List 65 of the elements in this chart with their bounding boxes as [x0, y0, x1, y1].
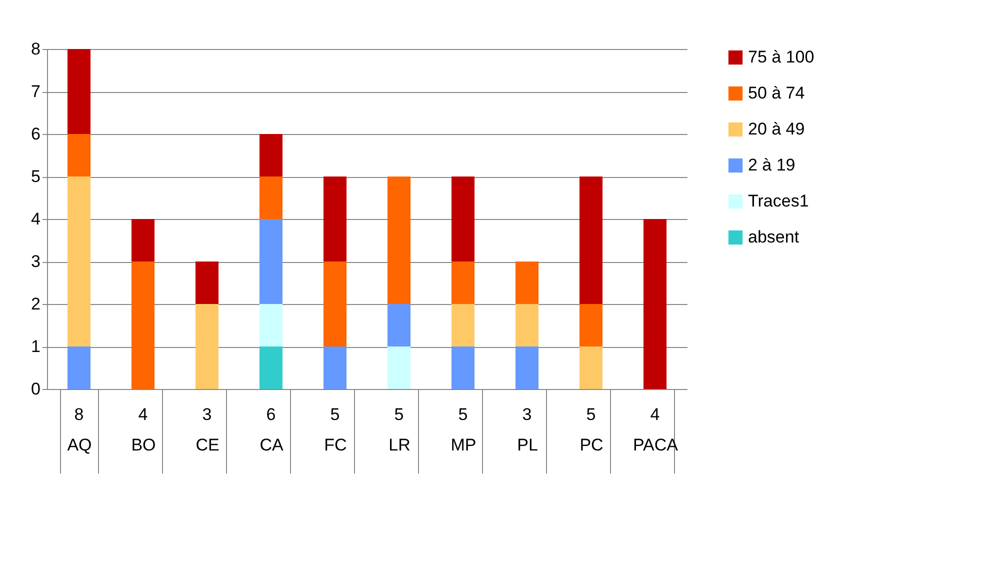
bar — [323, 262, 347, 346]
bar — [323, 176, 347, 262]
x-tick-label: PACA — [632, 436, 679, 454]
bar — [451, 304, 475, 346]
total-label: 8 — [74, 405, 84, 424]
total-label: 5 — [394, 405, 404, 424]
x-tick-label: PC — [580, 436, 604, 454]
bar — [515, 346, 539, 389]
bar — [515, 262, 539, 304]
bar — [451, 346, 475, 389]
bar — [259, 219, 283, 304]
x-tick-label: MP — [450, 436, 476, 454]
legend-label: 2 à 19 — [748, 156, 796, 174]
legend-label: 75 à 100 — [748, 48, 814, 66]
bar — [67, 134, 91, 176]
total-label: 3 — [202, 405, 212, 424]
total-label: 5 — [586, 405, 596, 424]
x-tick-label: CA — [260, 436, 284, 454]
x-tick-label: CE — [196, 436, 220, 454]
x-tick-label: PL — [517, 436, 538, 454]
legend-label: 50 à 74 — [748, 84, 805, 102]
bar — [131, 219, 155, 262]
bar — [259, 346, 283, 389]
bar — [451, 262, 475, 304]
legend-label: Traces1 — [748, 192, 809, 210]
bar — [195, 262, 219, 304]
bar — [259, 304, 283, 346]
total-label: 5 — [330, 405, 340, 424]
y-tick-label: 4 — [31, 210, 40, 228]
total-label: 3 — [522, 405, 532, 424]
y-tick-label: 7 — [31, 82, 40, 101]
bar — [67, 346, 91, 389]
y-tick-label: 0 — [31, 380, 40, 398]
total-label: 6 — [266, 405, 276, 424]
bar — [67, 176, 91, 346]
bar — [259, 134, 283, 176]
bar — [259, 176, 283, 219]
x-tick-label: LR — [388, 436, 410, 454]
bar — [451, 176, 475, 262]
bar — [387, 346, 411, 389]
bar — [323, 346, 347, 389]
total-label: 4 — [138, 405, 148, 424]
bar — [387, 304, 411, 346]
total-label: 4 — [650, 405, 660, 424]
bar — [579, 176, 603, 304]
x-tick-label: AQ — [67, 436, 92, 454]
y-tick-label: 8 — [31, 40, 40, 58]
bar — [643, 219, 667, 389]
bar — [387, 176, 411, 304]
legend-label: absent — [748, 228, 800, 246]
bar — [579, 304, 603, 346]
bar — [67, 49, 91, 134]
bar — [515, 304, 539, 346]
bar — [195, 304, 219, 389]
legend-label: 20 à 49 — [748, 120, 805, 138]
total-label: 5 — [458, 405, 468, 424]
y-tick-label: 5 — [31, 167, 40, 186]
bar — [579, 346, 603, 389]
bar — [131, 262, 155, 389]
y-tick-label: 3 — [31, 252, 40, 271]
y-tick-label: 6 — [31, 124, 40, 144]
x-tick-label: FC — [324, 436, 347, 454]
y-tick-label: 2 — [31, 294, 40, 314]
x-tick-label: BO — [131, 436, 156, 454]
y-tick-label: 1 — [31, 337, 40, 356]
